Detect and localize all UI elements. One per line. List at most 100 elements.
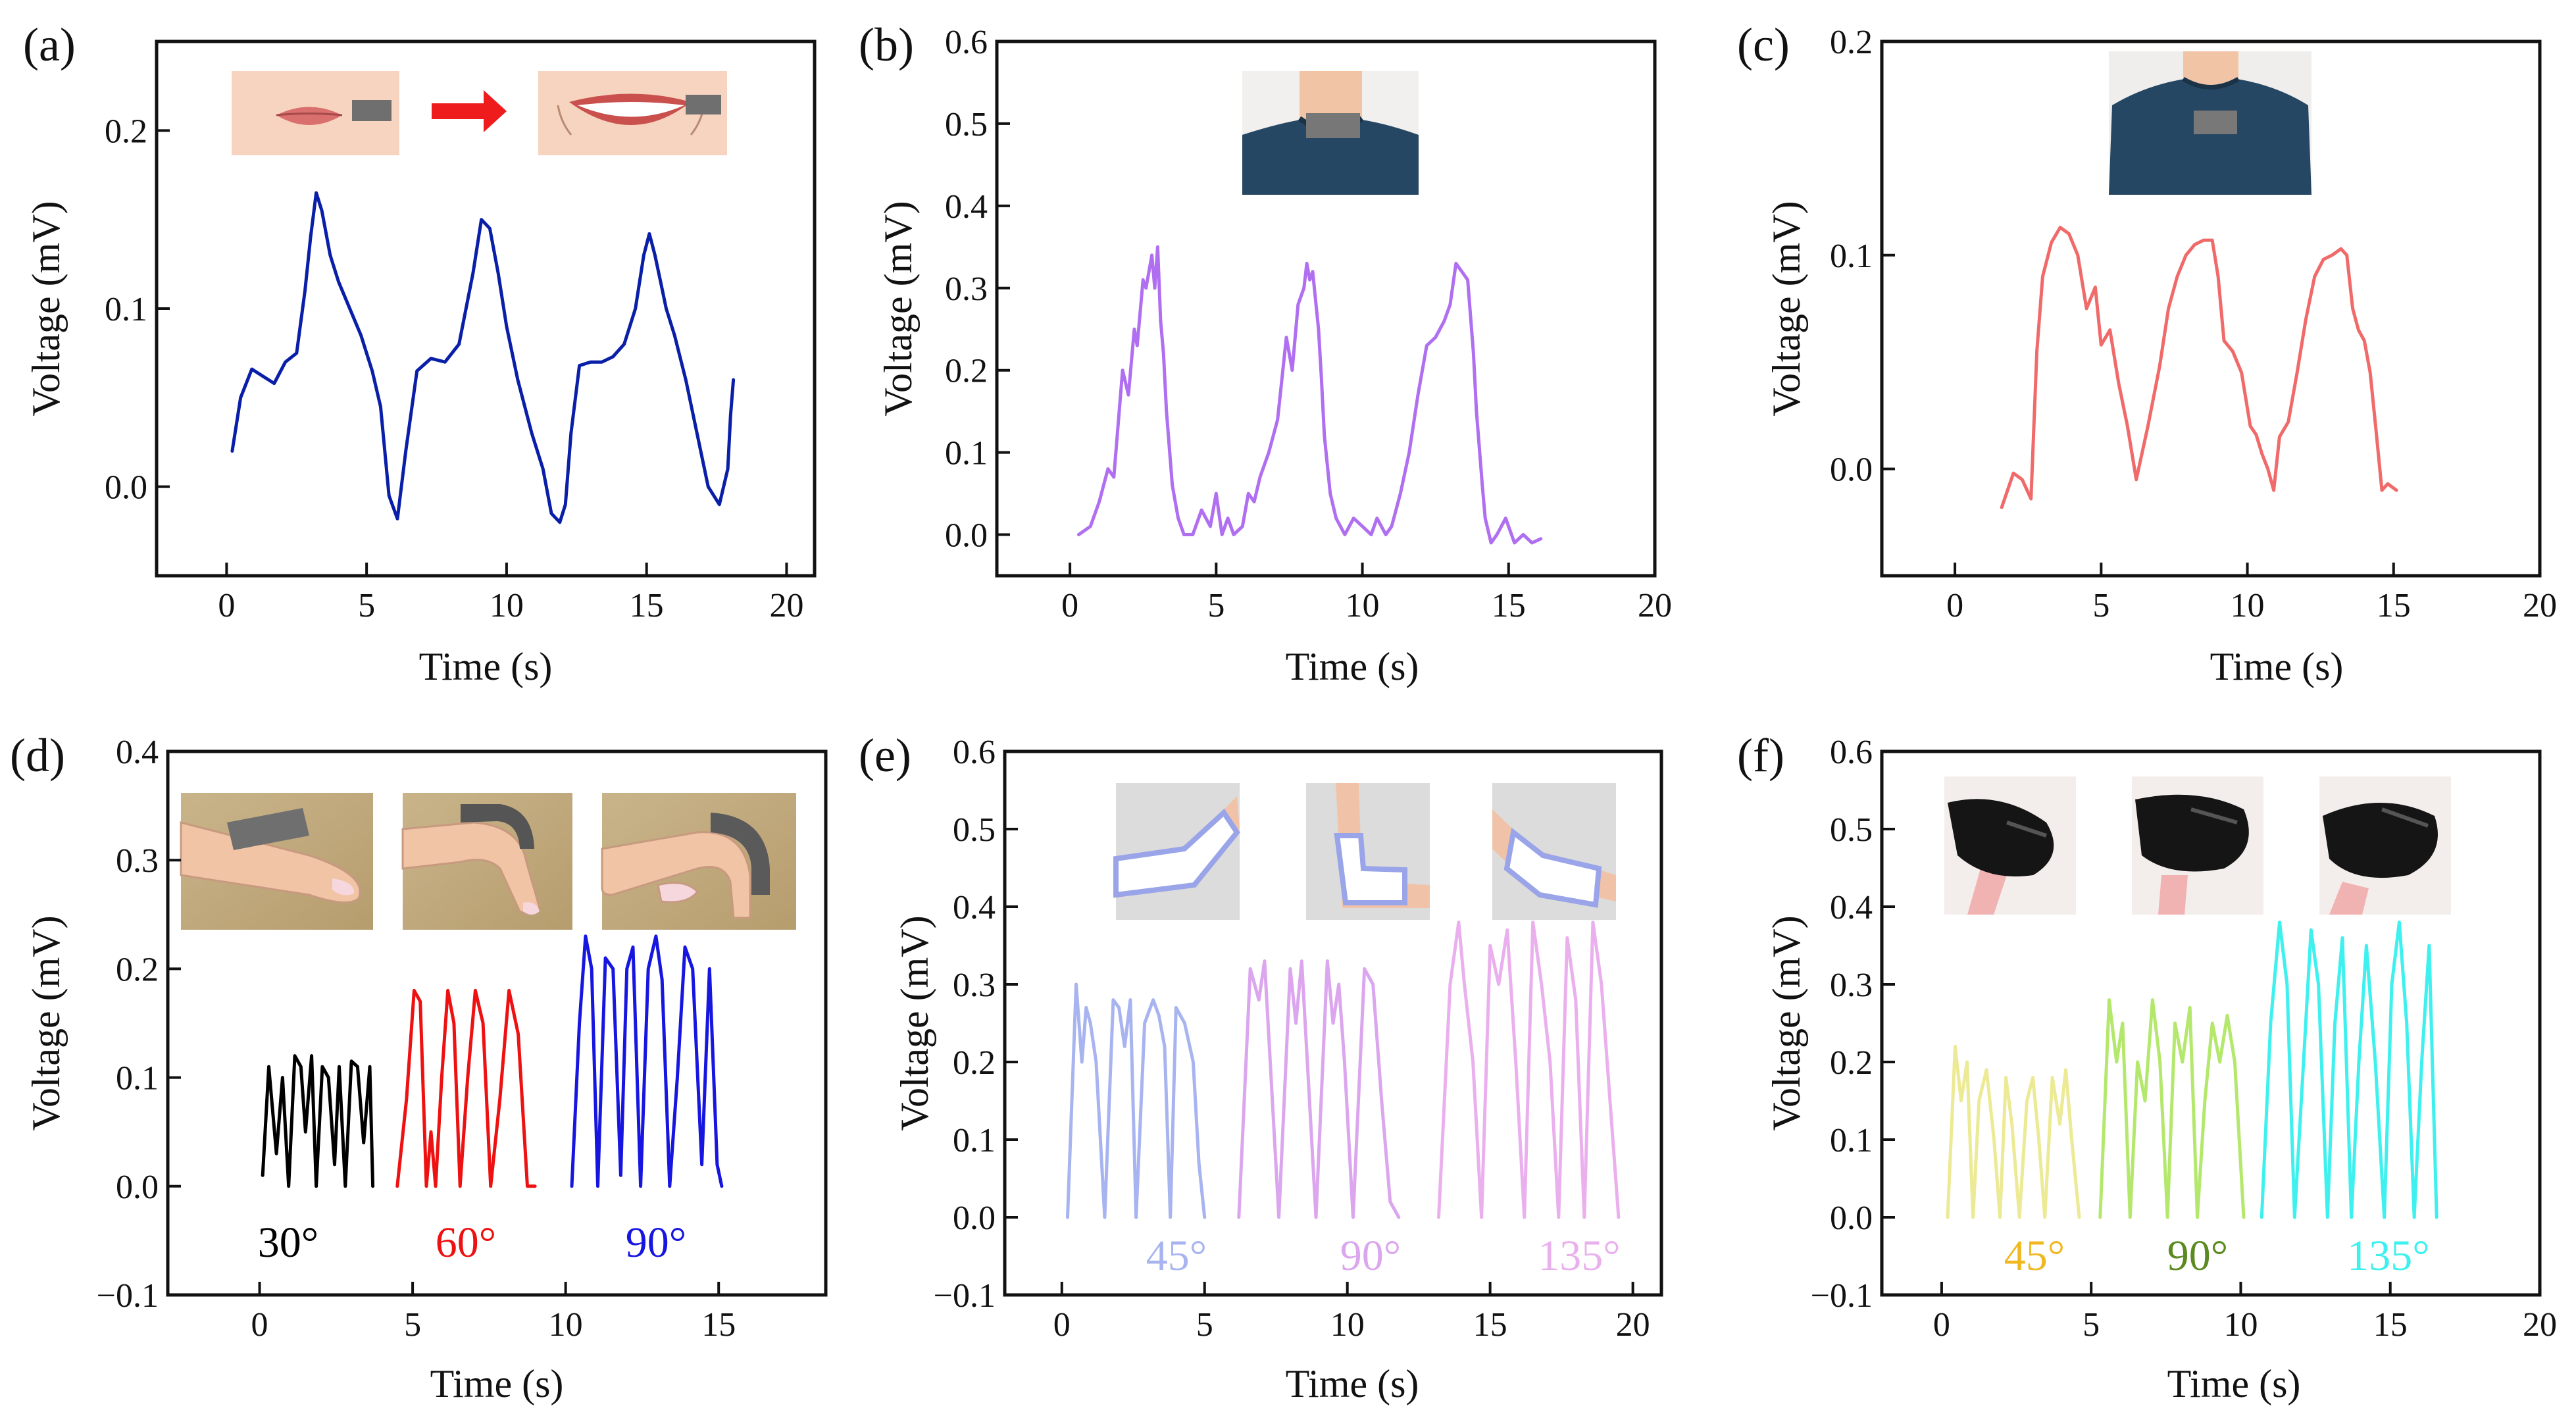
x-tick-label: 20 bbox=[1638, 587, 1672, 624]
x-tick-label: 0 bbox=[251, 1306, 268, 1344]
y-tick-label: 0.5 bbox=[945, 106, 988, 143]
y-tick-label: 0.3 bbox=[945, 270, 988, 308]
y-tick-label: −0.1 bbox=[97, 1277, 159, 1315]
traces-f bbox=[1946, 921, 2438, 1219]
x-tick-label: 0 bbox=[1946, 587, 1963, 624]
x-tick-label: 5 bbox=[1196, 1306, 1213, 1344]
angle-label-45: 45° bbox=[1146, 1232, 1207, 1280]
y-tick-label: 0.2 bbox=[105, 113, 147, 150]
mouth-smile-image bbox=[538, 71, 727, 155]
panel-f: (f) 0 5 10 15 20−0.10.00.10. bbox=[1737, 729, 2557, 1405]
y-tick-label: 0.1 bbox=[105, 291, 147, 328]
panel-b: (b) 0 5 10 15 20 0.0 0.1 0.2 0.3 0.4 0.5 0.6 Time (… bbox=[859, 18, 1672, 688]
panel-label-e: (e) bbox=[859, 729, 911, 782]
knee-45-image bbox=[1944, 776, 2076, 915]
ylabel-d: Voltage (mV) bbox=[24, 915, 68, 1130]
ylabel-e: Voltage (mV) bbox=[893, 915, 936, 1130]
x-tick-label: 10 bbox=[2231, 587, 2265, 624]
panel-label-d: (d) bbox=[10, 729, 65, 782]
plot-area-d bbox=[166, 749, 828, 1297]
x-tick-label: 10 bbox=[1346, 587, 1380, 624]
y-tick-label: 0.6 bbox=[945, 24, 988, 61]
finger-90-image bbox=[601, 793, 796, 930]
elbow-135-image bbox=[1492, 783, 1616, 920]
y-tick-label: 0.0 bbox=[1830, 1200, 1873, 1237]
plot-area-e bbox=[1003, 749, 1663, 1297]
y-tick-label: 0.3 bbox=[953, 967, 996, 1004]
y-tick-label: 0.6 bbox=[1830, 734, 1873, 771]
y-tick-label: 0.5 bbox=[1830, 811, 1873, 849]
series-line bbox=[261, 1054, 375, 1188]
xlabel-b: Time (s) bbox=[1286, 645, 1419, 688]
x-tick-label: 10 bbox=[549, 1306, 583, 1344]
y-tick-label: 0.0 bbox=[105, 469, 147, 507]
y-tick-label: 0.3 bbox=[116, 842, 159, 880]
y-tick-label: 0.5 bbox=[953, 811, 996, 849]
y-tick-label: 0.2 bbox=[953, 1044, 996, 1082]
panel-e: (e) 0 5 10 15 20 −0.1 0.0 0.1 0.2 0.3 0.4 0.5 0.6 45… bbox=[859, 729, 1663, 1405]
panel-label-a: (a) bbox=[23, 18, 76, 71]
panel-label-c: (c) bbox=[1737, 18, 1790, 71]
x-tick-label: 5 bbox=[1207, 587, 1225, 624]
x-tick-label: 15 bbox=[2373, 1306, 2408, 1344]
xlabel-d: Time (s) bbox=[430, 1362, 564, 1405]
axis-tick-labels-c: 0 5 10 15 20 0.0 0.1 0.2 bbox=[1830, 24, 2557, 624]
x-tick-label: 20 bbox=[1616, 1306, 1650, 1344]
axis-tick-labels-d: 0 5 10 15 −0.1 0.0 0.1 0.2 0.3 0.4 bbox=[97, 734, 736, 1344]
x-tick-label: 15 bbox=[630, 587, 664, 624]
angle-label-90: 90° bbox=[2167, 1232, 2228, 1280]
xlabel-c: Time (s) bbox=[2210, 645, 2344, 688]
y-tick-label: 0.1 bbox=[953, 1122, 996, 1159]
y-tick-label: 0.2 bbox=[116, 951, 159, 988]
chest-illustration bbox=[2109, 51, 2311, 195]
series-line bbox=[2000, 226, 2398, 509]
series-line bbox=[230, 191, 736, 524]
angle-label-45: 45° bbox=[2004, 1232, 2065, 1280]
x-tick-label: 0 bbox=[1933, 1306, 1950, 1344]
angle-label-90: 90° bbox=[626, 1219, 686, 1267]
x-tick-label: 20 bbox=[769, 587, 803, 624]
finger-30-image bbox=[180, 793, 373, 930]
throat-illustration bbox=[1242, 71, 1419, 195]
traces-c bbox=[2000, 226, 2398, 509]
y-tick-label: 0.3 bbox=[1830, 967, 1873, 1004]
x-tick-label: 10 bbox=[490, 587, 524, 624]
axis-tick-labels-a: 0 5 10 15 20 0.0 0.1 0.2 bbox=[105, 113, 803, 624]
ylabel-a: Voltage (mV) bbox=[24, 201, 68, 416]
plot-area-c bbox=[1880, 39, 2542, 578]
series-line bbox=[1946, 1044, 2081, 1219]
axis-tick-labels-f: 0 5 10 15 20 −0.1 0.0 0.1 0.2 0.3 0.4 0.5 0.6 bbox=[1811, 734, 2557, 1344]
axis-ticks-a bbox=[157, 129, 788, 576]
axis-tick-labels-e: 0 5 10 15 20 −0.1 0.0 0.1 0.2 0.3 0.4 0.5 0.6 bbox=[934, 734, 1650, 1344]
y-tick-label: 0.1 bbox=[1830, 238, 1873, 275]
panel-label-b: (b) bbox=[859, 18, 914, 71]
finger-60-image bbox=[401, 793, 572, 930]
angle-label-90: 90° bbox=[1340, 1232, 1401, 1280]
y-tick-label: −0.1 bbox=[1811, 1277, 1873, 1315]
x-tick-label: 5 bbox=[2092, 587, 2109, 624]
series-line bbox=[1437, 921, 1621, 1219]
traces-e bbox=[1066, 921, 1621, 1219]
x-tick-label: 5 bbox=[404, 1306, 421, 1344]
x-tick-label: 0 bbox=[1061, 587, 1078, 624]
elbow-45-image bbox=[1113, 783, 1240, 920]
panel-c: (c) 0 5 10 15 20 0.0 0.1 0.2 Time (s) Voltage (… bbox=[1737, 18, 2557, 688]
series-line bbox=[1076, 245, 1543, 545]
y-tick-label: 0.4 bbox=[945, 188, 988, 226]
traces-a bbox=[230, 191, 736, 524]
xlabel-f: Time (s) bbox=[2167, 1362, 2301, 1405]
mouth-neutral-image bbox=[232, 71, 399, 155]
y-tick-label: 0.1 bbox=[1830, 1122, 1873, 1159]
ylabel-c: Voltage (mV) bbox=[1765, 201, 1808, 416]
y-tick-label: 0.4 bbox=[116, 734, 159, 771]
y-tick-label: 0.4 bbox=[953, 889, 996, 926]
x-tick-label: 10 bbox=[1330, 1306, 1365, 1344]
sensor-patch bbox=[352, 100, 391, 121]
panel-d: (d) 0 5 10 15−0.10.00.10.20 bbox=[10, 729, 828, 1405]
x-tick-label: 15 bbox=[1473, 1306, 1507, 1344]
knee-135-image bbox=[2319, 776, 2451, 915]
y-tick-label: 0.4 bbox=[1830, 889, 1873, 926]
y-tick-label: 0.1 bbox=[116, 1060, 159, 1098]
mouth-illustration bbox=[232, 71, 727, 155]
